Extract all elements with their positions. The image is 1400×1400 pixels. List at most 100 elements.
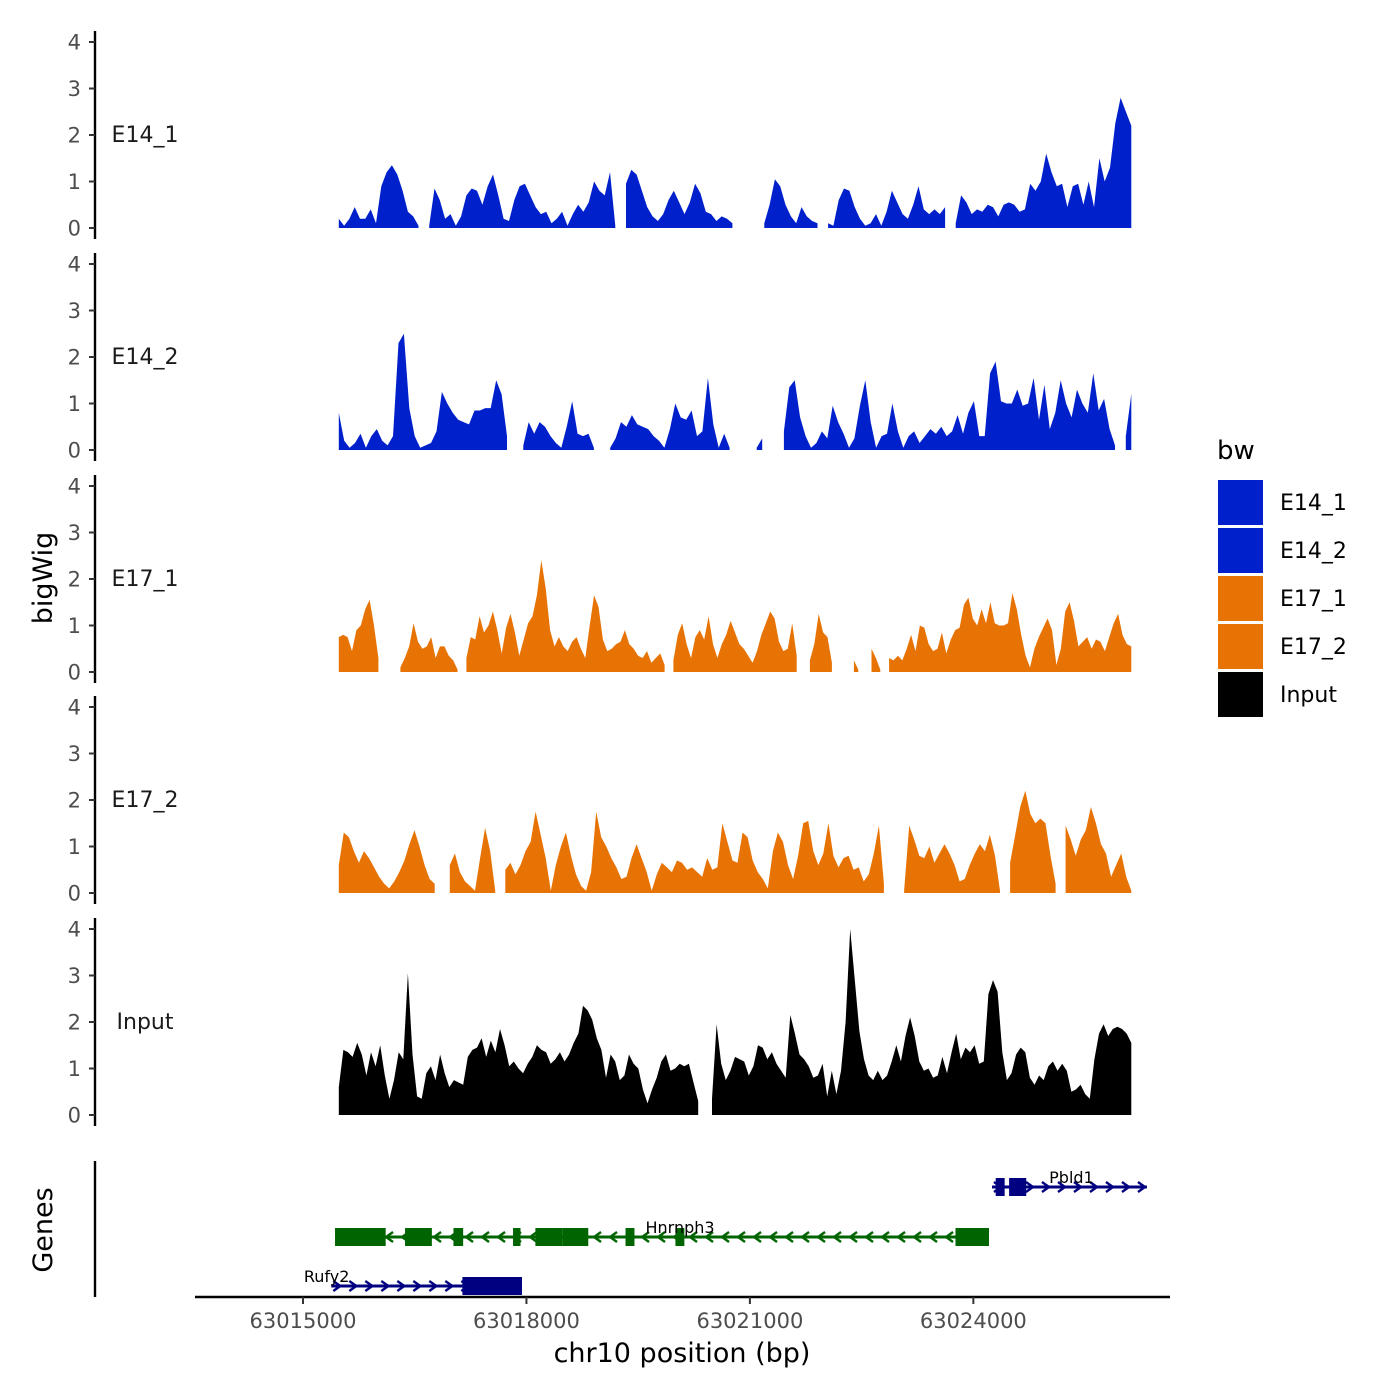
signal-area-segment bbox=[828, 186, 946, 228]
y-axis-title: bigWig bbox=[28, 532, 59, 625]
signal-area-segment bbox=[338, 165, 419, 228]
y-tick-label: 0 bbox=[68, 661, 81, 685]
strand-chevron bbox=[783, 1231, 794, 1243]
legend-swatch bbox=[1218, 528, 1263, 573]
track-label: Input bbox=[117, 1010, 174, 1035]
signal-area-segment bbox=[809, 613, 832, 672]
gene-exon bbox=[625, 1228, 635, 1246]
strand-chevron bbox=[364, 1280, 375, 1292]
track-Input: 0 1 2 3 4 Input bbox=[68, 918, 1132, 1128]
track-E17_2: 0 1 2 3 4 E17_2 bbox=[68, 696, 1132, 906]
signal-area-segment bbox=[400, 623, 458, 672]
strand-chevron bbox=[943, 1231, 954, 1243]
y-tick-label: 4 bbox=[68, 918, 81, 942]
strand-chevron bbox=[1121, 1181, 1132, 1193]
strand-chevron bbox=[444, 1280, 455, 1292]
x-tick-label: 63015000 bbox=[250, 1309, 357, 1333]
genes-panel-title: Genes bbox=[28, 1187, 59, 1272]
legend: bw E14_1 E14_2 E17_1 E17_2 Input bbox=[1217, 436, 1347, 717]
track-E14_1: 0 1 2 3 4 E14_1 bbox=[68, 31, 1132, 241]
strand-chevron bbox=[735, 1231, 746, 1243]
gene-exon bbox=[955, 1228, 990, 1246]
y-tick-label: 2 bbox=[68, 1011, 81, 1035]
strand-chevron bbox=[479, 1231, 490, 1243]
strand-chevron bbox=[1073, 1181, 1084, 1193]
y-tick-label: 4 bbox=[68, 31, 81, 55]
y-tick-label: 2 bbox=[68, 124, 81, 148]
x-tick-label: 63021000 bbox=[696, 1309, 803, 1333]
strand-chevron bbox=[847, 1231, 858, 1243]
y-tick-label: 0 bbox=[68, 439, 81, 463]
strand-chevron bbox=[799, 1231, 810, 1243]
gene-label: Hnrnph3 bbox=[645, 1218, 714, 1237]
signal-area-segment bbox=[1125, 394, 1132, 450]
gene-Rufy2: Rufy2 bbox=[304, 1267, 522, 1295]
gene-exon bbox=[995, 1178, 1005, 1196]
y-tick-label: 4 bbox=[68, 253, 81, 277]
signal-area-segment bbox=[466, 560, 665, 672]
strand-chevron bbox=[927, 1231, 938, 1243]
y-tick-label: 1 bbox=[68, 392, 81, 416]
signal-area-segment bbox=[783, 361, 1115, 450]
signal-area-segment bbox=[955, 97, 1132, 228]
gene-Hnrnph3: Hnrnph3 bbox=[335, 1218, 990, 1246]
signal-area-segment bbox=[871, 648, 881, 672]
signal-area-segment bbox=[853, 660, 859, 672]
signal-area-segment bbox=[429, 172, 616, 228]
y-tick-label: 2 bbox=[68, 568, 81, 592]
strand-chevron bbox=[751, 1231, 762, 1243]
y-tick-label: 2 bbox=[68, 346, 81, 370]
strand-chevron bbox=[383, 1231, 394, 1243]
gene-exon bbox=[1009, 1178, 1027, 1196]
gene-exon bbox=[513, 1228, 521, 1246]
x-tick-label: 63018000 bbox=[473, 1309, 580, 1333]
legend-swatch bbox=[1218, 624, 1263, 669]
y-tick-label: 0 bbox=[68, 1104, 81, 1128]
strand-chevron bbox=[1137, 1181, 1148, 1193]
legend-swatch bbox=[1218, 480, 1263, 525]
strand-chevron bbox=[396, 1280, 407, 1292]
y-tick-label: 4 bbox=[68, 696, 81, 720]
gene-label: Pbld1 bbox=[1049, 1168, 1094, 1187]
gene-Pbld1: Pbld1 bbox=[991, 1168, 1148, 1196]
y-tick-label: 3 bbox=[68, 521, 81, 545]
y-tick-label: 3 bbox=[68, 299, 81, 323]
strand-chevron bbox=[655, 1231, 666, 1243]
legend-label: E17_1 bbox=[1280, 587, 1347, 612]
legend-label: E17_2 bbox=[1280, 635, 1347, 660]
y-tick-label: 4 bbox=[68, 475, 81, 499]
signal-area-segment bbox=[712, 929, 1132, 1115]
signal-area-segment bbox=[338, 333, 507, 450]
signal-area-segment bbox=[889, 593, 1132, 672]
x-tick-label: 63024000 bbox=[920, 1309, 1027, 1333]
signal-area-segment bbox=[764, 179, 818, 228]
strand-chevron bbox=[831, 1231, 842, 1243]
y-tick-label: 1 bbox=[68, 614, 81, 638]
y-tick-label: 1 bbox=[68, 170, 81, 194]
signal-area-segment bbox=[904, 825, 1000, 893]
track-label: E14_2 bbox=[112, 345, 179, 370]
signal-tracks: 0 1 2 3 4 E14_1 0 1 2 3 4 E14_2 0 1 2 3 4 E17_1 0 1 2 3 4 E17_2… bbox=[68, 31, 1132, 1128]
legend-swatch bbox=[1218, 576, 1263, 621]
strand-chevron bbox=[1057, 1181, 1068, 1193]
y-tick-label: 0 bbox=[68, 217, 81, 241]
y-tick-label: 0 bbox=[68, 882, 81, 906]
track-label: E14_1 bbox=[112, 123, 179, 148]
signal-area-segment bbox=[338, 599, 379, 672]
gene-exon bbox=[453, 1228, 464, 1246]
strand-chevron bbox=[1041, 1181, 1052, 1193]
strand-chevron bbox=[607, 1231, 618, 1243]
gene-label: Rufy2 bbox=[304, 1267, 350, 1286]
y-tick-label: 1 bbox=[68, 1057, 81, 1081]
signal-area-segment bbox=[1065, 807, 1132, 893]
strand-chevron bbox=[639, 1231, 650, 1243]
signal-area-segment bbox=[505, 811, 884, 893]
y-tick-label: 3 bbox=[68, 742, 81, 766]
signal-area-segment bbox=[610, 377, 730, 450]
x-axis: 63015000 63018000 63021000 63024000 bbox=[195, 1295, 1170, 1333]
y-tick-label: 3 bbox=[68, 77, 81, 101]
strand-chevron bbox=[863, 1231, 874, 1243]
y-tick-label: 3 bbox=[68, 964, 81, 988]
strand-chevron bbox=[767, 1231, 778, 1243]
